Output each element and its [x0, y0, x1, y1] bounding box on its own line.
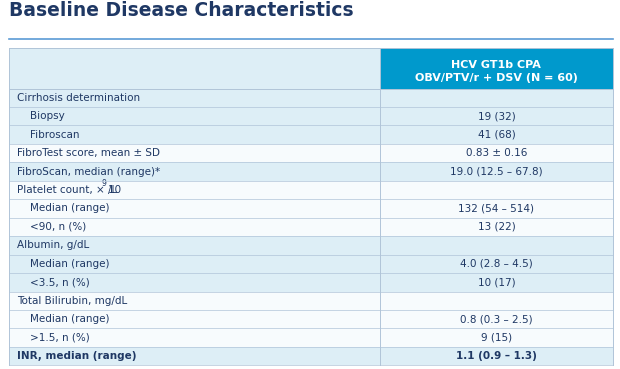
Bar	[9, 162, 380, 181]
Text: FibroTest score, mean ± SD: FibroTest score, mean ± SD	[17, 148, 160, 158]
Text: INR, median (range): INR, median (range)	[17, 351, 136, 361]
Text: Baseline Disease Characteristics: Baseline Disease Characteristics	[9, 1, 354, 20]
Text: 19 (32): 19 (32)	[477, 111, 515, 121]
Text: 4.0 (2.8 – 4.5): 4.0 (2.8 – 4.5)	[460, 259, 533, 269]
Text: Median (range): Median (range)	[17, 314, 109, 324]
Text: 9: 9	[101, 179, 106, 188]
Bar	[380, 273, 613, 292]
Text: 132 (54 – 514): 132 (54 – 514)	[458, 203, 534, 214]
Bar	[380, 292, 613, 310]
Bar	[9, 218, 380, 236]
Bar	[9, 125, 380, 144]
Bar	[380, 144, 613, 162]
Bar	[380, 107, 613, 125]
Text: 9 (15): 9 (15)	[481, 332, 512, 343]
Text: Platelet count, × 10: Platelet count, × 10	[17, 185, 121, 195]
Bar	[380, 255, 613, 273]
Bar	[9, 89, 380, 107]
Text: 41 (68): 41 (68)	[477, 130, 515, 140]
Bar	[9, 107, 380, 125]
Bar	[380, 162, 613, 181]
Bar	[380, 328, 613, 347]
Text: >1.5, n (%): >1.5, n (%)	[17, 332, 89, 343]
Text: 10 (17): 10 (17)	[477, 277, 515, 287]
Text: 0.83 ± 0.16: 0.83 ± 0.16	[466, 148, 527, 158]
Bar	[9, 292, 380, 310]
Text: 13 (22): 13 (22)	[477, 222, 515, 232]
Bar	[380, 199, 613, 218]
Text: Median (range): Median (range)	[17, 203, 109, 214]
Text: Cirrhosis determination: Cirrhosis determination	[17, 93, 140, 103]
Text: <3.5, n (%): <3.5, n (%)	[17, 277, 89, 287]
Bar	[380, 181, 613, 199]
Bar	[380, 347, 613, 365]
Text: OBV/PTV/r + DSV (N = 60): OBV/PTV/r + DSV (N = 60)	[415, 73, 578, 83]
Bar	[9, 310, 380, 328]
Text: HCV GT1b CPA: HCV GT1b CPA	[451, 60, 541, 70]
Text: <90, n (%): <90, n (%)	[17, 222, 86, 232]
Text: Fibroscan: Fibroscan	[17, 130, 79, 140]
Bar	[9, 181, 380, 199]
Bar	[9, 199, 380, 218]
Text: /L: /L	[108, 185, 118, 195]
Bar	[9, 273, 380, 292]
Bar	[380, 236, 613, 255]
Bar	[9, 144, 380, 162]
Bar	[9, 236, 380, 255]
Bar	[380, 89, 613, 107]
Text: 19.0 (12.5 – 67.8): 19.0 (12.5 – 67.8)	[450, 166, 542, 177]
Bar	[9, 255, 380, 273]
Text: Median (range): Median (range)	[17, 259, 109, 269]
Bar	[380, 48, 613, 89]
Text: Biopsy: Biopsy	[17, 111, 64, 121]
Text: Albumin, g/dL: Albumin, g/dL	[17, 240, 89, 251]
Text: Total Bilirubin, mg/dL: Total Bilirubin, mg/dL	[17, 296, 127, 306]
Bar	[380, 310, 613, 328]
Bar	[9, 328, 380, 347]
Bar	[9, 48, 380, 89]
Text: 1.1 (0.9 – 1.3): 1.1 (0.9 – 1.3)	[456, 351, 537, 361]
Text: FibroScan, median (range)*: FibroScan, median (range)*	[17, 166, 160, 177]
Bar	[380, 218, 613, 236]
Text: 0.8 (0.3 – 2.5): 0.8 (0.3 – 2.5)	[460, 314, 533, 324]
Bar	[380, 125, 613, 144]
Bar	[9, 347, 380, 365]
